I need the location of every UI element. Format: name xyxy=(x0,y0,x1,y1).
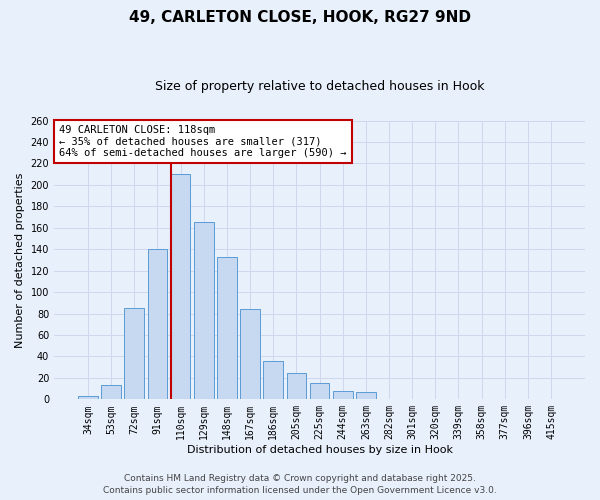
Bar xyxy=(356,392,376,400)
Bar xyxy=(217,256,237,400)
X-axis label: Distribution of detached houses by size in Hook: Distribution of detached houses by size … xyxy=(187,445,452,455)
Bar xyxy=(148,249,167,400)
Y-axis label: Number of detached properties: Number of detached properties xyxy=(15,172,25,348)
Bar xyxy=(333,391,353,400)
Bar xyxy=(263,360,283,400)
Bar xyxy=(171,174,190,400)
Bar xyxy=(310,383,329,400)
Bar xyxy=(240,310,260,400)
Text: 49 CARLETON CLOSE: 118sqm
← 35% of detached houses are smaller (317)
64% of semi: 49 CARLETON CLOSE: 118sqm ← 35% of detac… xyxy=(59,124,347,158)
Bar xyxy=(194,222,214,400)
Bar xyxy=(101,386,121,400)
Text: 49, CARLETON CLOSE, HOOK, RG27 9ND: 49, CARLETON CLOSE, HOOK, RG27 9ND xyxy=(129,10,471,25)
Bar xyxy=(78,396,98,400)
Title: Size of property relative to detached houses in Hook: Size of property relative to detached ho… xyxy=(155,80,484,93)
Bar xyxy=(287,372,306,400)
Text: Contains HM Land Registry data © Crown copyright and database right 2025.
Contai: Contains HM Land Registry data © Crown c… xyxy=(103,474,497,495)
Bar xyxy=(124,308,144,400)
